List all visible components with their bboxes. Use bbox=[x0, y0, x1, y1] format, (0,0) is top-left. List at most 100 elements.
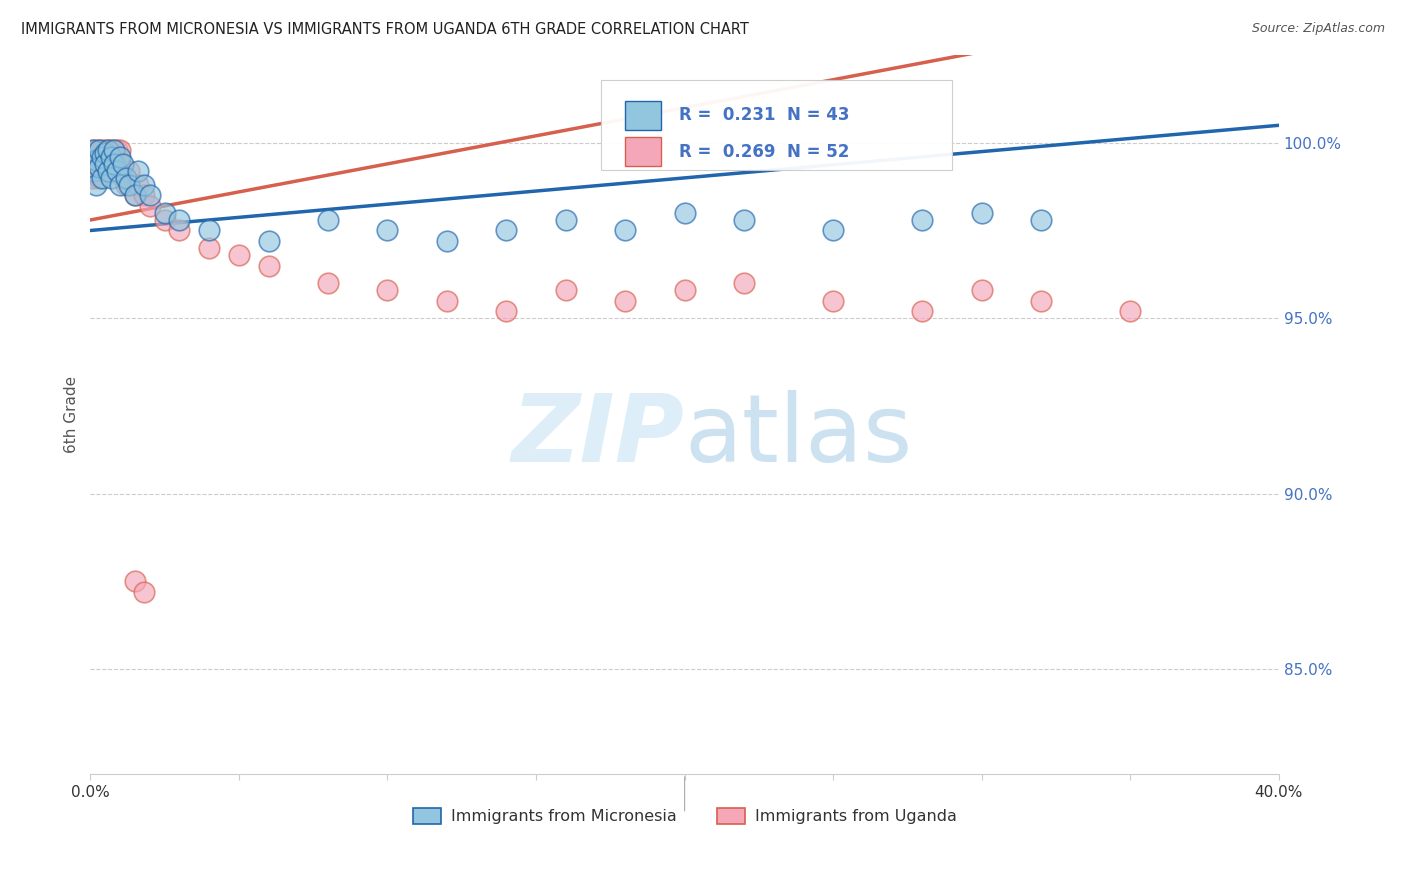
Point bbox=[198, 223, 221, 237]
Point bbox=[169, 213, 191, 227]
Point bbox=[89, 161, 111, 175]
Point bbox=[911, 304, 934, 318]
Point bbox=[91, 164, 114, 178]
Point bbox=[436, 234, 458, 248]
Point bbox=[91, 170, 114, 185]
Point bbox=[124, 188, 146, 202]
Point bbox=[108, 143, 131, 157]
Point bbox=[733, 213, 755, 227]
Point bbox=[94, 150, 117, 164]
Point bbox=[970, 206, 993, 220]
Point bbox=[377, 223, 399, 237]
Point bbox=[169, 223, 191, 237]
Point bbox=[127, 178, 149, 192]
Text: Source: ZipAtlas.com: Source: ZipAtlas.com bbox=[1251, 22, 1385, 36]
Point bbox=[82, 143, 104, 157]
Y-axis label: 6th Grade: 6th Grade bbox=[65, 376, 79, 453]
Point bbox=[108, 178, 131, 192]
Point bbox=[82, 170, 104, 185]
Point bbox=[91, 143, 114, 157]
Point bbox=[103, 153, 125, 168]
Point bbox=[89, 143, 111, 157]
Point bbox=[495, 304, 517, 318]
Point bbox=[153, 206, 176, 220]
Point bbox=[103, 143, 125, 157]
Point bbox=[84, 143, 107, 157]
Point bbox=[115, 170, 138, 185]
Point bbox=[614, 223, 637, 237]
Point bbox=[1119, 304, 1142, 318]
Point bbox=[111, 157, 134, 171]
Point bbox=[316, 276, 339, 290]
Point bbox=[733, 276, 755, 290]
Point bbox=[124, 188, 146, 202]
Point bbox=[257, 259, 280, 273]
Text: R =  0.231  N = 43: R = 0.231 N = 43 bbox=[679, 106, 849, 124]
Bar bbox=[626, 137, 661, 166]
Point bbox=[111, 170, 134, 185]
Point bbox=[108, 157, 131, 171]
Point bbox=[198, 241, 221, 255]
Point bbox=[970, 283, 993, 297]
Text: IMMIGRANTS FROM MICRONESIA VS IMMIGRANTS FROM UGANDA 6TH GRADE CORRELATION CHART: IMMIGRANTS FROM MICRONESIA VS IMMIGRANTS… bbox=[21, 22, 749, 37]
Legend: Immigrants from Micronesia, Immigrants from Uganda: Immigrants from Micronesia, Immigrants f… bbox=[406, 802, 963, 830]
Point bbox=[108, 150, 131, 164]
Point bbox=[105, 143, 128, 157]
Point bbox=[127, 164, 149, 178]
Point bbox=[118, 178, 141, 192]
Point bbox=[823, 223, 845, 237]
Point bbox=[132, 178, 155, 192]
Point bbox=[1031, 213, 1053, 227]
Point bbox=[554, 283, 576, 297]
Point bbox=[139, 199, 162, 213]
Point bbox=[94, 157, 117, 171]
Point bbox=[97, 143, 120, 157]
Point bbox=[139, 188, 162, 202]
Point bbox=[105, 161, 128, 175]
Point bbox=[103, 157, 125, 171]
Point bbox=[97, 164, 120, 178]
Point bbox=[100, 143, 122, 157]
Point bbox=[91, 157, 114, 171]
Point bbox=[97, 143, 120, 157]
Point bbox=[100, 170, 122, 185]
Point bbox=[89, 153, 111, 168]
Text: ZIP: ZIP bbox=[512, 390, 685, 483]
Point bbox=[257, 234, 280, 248]
Point bbox=[436, 293, 458, 308]
Point bbox=[153, 213, 176, 227]
Point bbox=[823, 293, 845, 308]
Point bbox=[911, 213, 934, 227]
Point bbox=[94, 164, 117, 178]
Point bbox=[94, 146, 117, 161]
Point bbox=[84, 164, 107, 178]
Point bbox=[614, 293, 637, 308]
Point bbox=[100, 150, 122, 164]
Point bbox=[132, 584, 155, 599]
Point bbox=[132, 188, 155, 202]
Point bbox=[1031, 293, 1053, 308]
Point bbox=[89, 143, 111, 157]
Point bbox=[97, 157, 120, 171]
Point bbox=[316, 213, 339, 227]
Point bbox=[100, 164, 122, 178]
Point bbox=[124, 574, 146, 589]
Point bbox=[89, 170, 111, 185]
Point bbox=[84, 178, 107, 192]
Point bbox=[118, 164, 141, 178]
Point bbox=[82, 164, 104, 178]
Bar bbox=[626, 101, 661, 129]
Point bbox=[82, 143, 104, 157]
Point bbox=[84, 157, 107, 171]
Point bbox=[84, 153, 107, 168]
Point bbox=[228, 248, 250, 262]
Point bbox=[554, 213, 576, 227]
Point bbox=[91, 150, 114, 164]
Point bbox=[105, 164, 128, 178]
Point bbox=[377, 283, 399, 297]
Point bbox=[103, 143, 125, 157]
Point bbox=[115, 178, 138, 192]
Point bbox=[673, 283, 696, 297]
Point bbox=[94, 143, 117, 157]
Point bbox=[673, 206, 696, 220]
